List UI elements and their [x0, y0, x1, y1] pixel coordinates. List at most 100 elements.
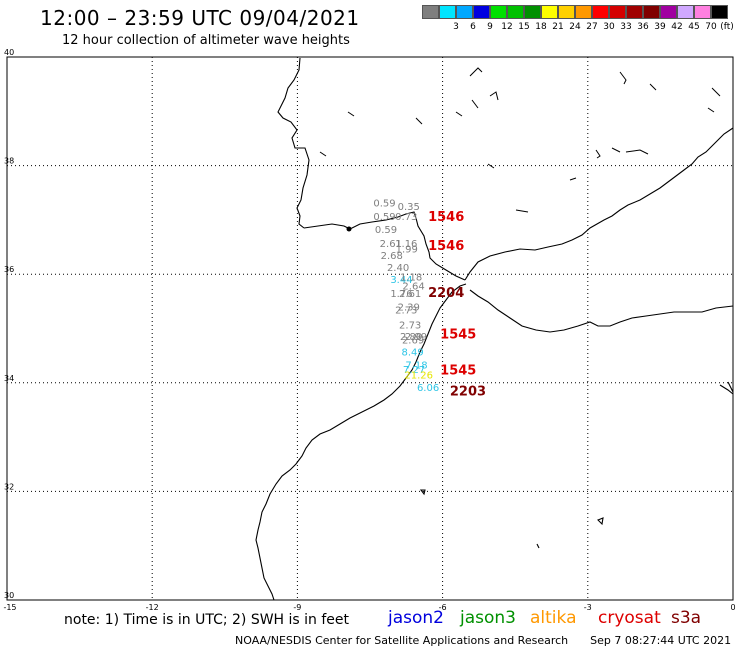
swh-value: 8.49 [401, 348, 423, 359]
swh-value: 1.76 [390, 289, 412, 300]
map-footer: NOAA/NESDIS Center for Satellite Applica… [235, 634, 731, 647]
legend-label: 18 [535, 22, 547, 32]
legend-label: 33 [620, 22, 632, 32]
legend-label: 42 [671, 22, 683, 32]
swh-value: 2.68 [381, 251, 403, 262]
satellite-name: jason3 [460, 608, 516, 628]
legend-swatch [660, 5, 677, 19]
satellite-pass-times: 1546 1546 2204 1545 1545 2203 [428, 210, 486, 399]
swh-value: 7.18 [405, 361, 427, 372]
legend-swatch [507, 5, 524, 19]
swh-observations: 0.59 0.350.59 0.730.592.611.161.992.682.40… [373, 198, 439, 394]
swh-value: 0.59 [375, 225, 397, 236]
legend-swatch [643, 5, 660, 19]
pass-time: 2204 [428, 286, 464, 301]
inland-water-features [319, 67, 721, 213]
swh-value: 1.18 [400, 273, 422, 284]
swh-value: 1.16 [395, 239, 417, 250]
wave-height-color-legend: 3 6 9 12 15 18 21 24 27 30 33 36 39 42 45 70 (ft) [422, 5, 734, 35]
swh-value: 2.80 [400, 332, 422, 343]
legend-unit: (ft) [720, 22, 734, 32]
pass-time: 1545 [440, 364, 476, 379]
map-subtitle: 12 hour collection of altimeter wave hei… [62, 33, 350, 48]
swh-value: 2.61 [399, 289, 421, 300]
axis-tick-labels: -15 -12 -9 -6 -3 0 40 38 36 34 32 30 [3, 48, 735, 612]
legend-swatch [626, 5, 643, 19]
swh-value: 21.26 [404, 370, 433, 381]
swh-value: 0.35 [398, 202, 420, 213]
legend-label: 36 [637, 22, 649, 32]
map-title: 12:00 – 23:59 UTC 09/04/2021 [40, 6, 360, 30]
legend-swatch [677, 5, 694, 19]
satellite-name: s3a [671, 608, 702, 628]
y-tick-label: 30 [4, 591, 14, 600]
swh-value: 3.44 [390, 275, 412, 286]
legend-swatch [473, 5, 490, 19]
legend-swatch [456, 5, 473, 19]
legend-swatch [524, 5, 541, 19]
swh-value: 0.59 [373, 198, 395, 209]
legend-label: 12 [501, 22, 513, 32]
pass-time: 1546 [428, 210, 464, 225]
legend-label: 3 [453, 22, 459, 32]
y-tick-label: 40 [4, 48, 14, 57]
swh-value: 2.73 [395, 305, 417, 316]
legend-label: 24 [569, 22, 581, 32]
swh-value: 2.39 [398, 303, 420, 314]
y-tick-label: 38 [4, 157, 14, 166]
swh-value: 1.99 [396, 244, 418, 255]
swh-value: 0.73 [395, 212, 417, 223]
legend-label: 30 [603, 22, 615, 32]
legend-swatch [711, 5, 728, 19]
legend-swatch [422, 5, 439, 19]
legend-swatch [609, 5, 626, 19]
swh-value: 2.64 [402, 281, 424, 292]
legend-label: 21 [552, 22, 564, 32]
pass-time: 2203 [450, 384, 486, 399]
swh-value: 7.27 [403, 365, 425, 376]
legend-swatch [592, 5, 609, 19]
map-frame [6, 56, 734, 601]
legend-swatch [694, 5, 711, 19]
swh-value: 0.59 [373, 212, 395, 223]
x-tick-label: -12 [146, 603, 159, 612]
y-tick-label: 34 [4, 374, 14, 383]
lat-lon-grid [7, 57, 733, 600]
swh-value: 6.06 [417, 383, 439, 394]
legend-swatch [541, 5, 558, 19]
legend-label: 6 [470, 22, 476, 32]
swh-value: 2.61 [380, 239, 402, 250]
satellite-name: jason2 [388, 608, 444, 628]
legend-label: 70 [705, 22, 717, 32]
coastline [255, 57, 734, 601]
x-tick-label: -3 [584, 603, 592, 612]
y-tick-label: 32 [4, 482, 14, 491]
legend-label: 15 [518, 22, 530, 32]
footer-credit: NOAA/NESDIS Center for Satellite Applica… [235, 634, 569, 647]
x-tick-label: 0 [730, 603, 735, 612]
map-note: note: 1) Time is in UTC; 2) SWH is in fe… [64, 612, 350, 628]
legend-swatch [439, 5, 456, 19]
y-tick-label: 36 [4, 265, 14, 274]
x-tick-label: -6 [439, 603, 447, 612]
legend-label: 9 [487, 22, 493, 32]
legend-label: 27 [586, 22, 598, 32]
swh-value: 2.99 [405, 332, 427, 343]
x-tick-label: -9 [293, 603, 301, 612]
x-tick-label: -15 [3, 603, 16, 612]
coast-marker [346, 226, 352, 232]
pass-time: 1545 [440, 327, 476, 342]
swh-value: 2.69 [402, 336, 424, 347]
footer-timestamp: Sep 7 08:27:44 UTC 2021 [590, 634, 732, 647]
swh-value: 2.40 [387, 263, 409, 274]
legend-label: 45 [688, 22, 700, 32]
legend-swatch [490, 5, 507, 19]
legend-label: 39 [654, 22, 666, 32]
satellite-name: altika [530, 608, 577, 628]
legend-swatch [558, 5, 575, 19]
satellite-name: cryosat [598, 608, 661, 628]
pass-time: 1546 [428, 239, 464, 254]
swh-value: 2.73 [399, 321, 421, 332]
legend-swatch [575, 5, 592, 19]
